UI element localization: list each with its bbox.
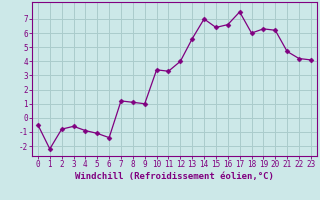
X-axis label: Windchill (Refroidissement éolien,°C): Windchill (Refroidissement éolien,°C) [75, 172, 274, 181]
